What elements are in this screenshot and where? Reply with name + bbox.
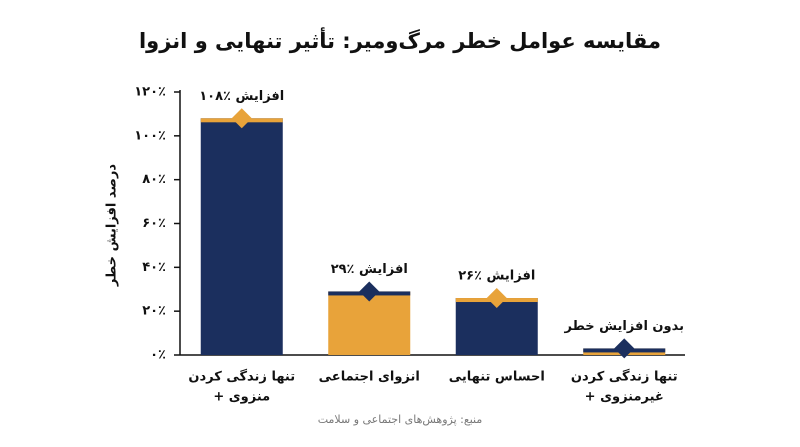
y-tick-label: ۸۰٪ xyxy=(142,172,166,187)
y-axis-label: درصد افزایش خطر xyxy=(105,164,120,287)
bar-marker xyxy=(359,281,380,302)
value-label: ۲۶٪ افزایش xyxy=(458,269,535,284)
x-tick-label: احساس تنهایی xyxy=(449,370,545,385)
value-label: ۲۹٪ افزایش xyxy=(331,262,408,277)
bar-marker xyxy=(486,288,507,309)
y-tick-label: ۶۰٪ xyxy=(142,216,166,231)
bar-marker xyxy=(231,108,252,129)
bar xyxy=(200,118,283,355)
y-tick-label: ۰٪ xyxy=(150,348,166,363)
value-label: بدون افزایش خطر xyxy=(563,319,684,334)
bar-marker xyxy=(614,338,635,359)
y-tick-label: ۲۰٪ xyxy=(142,304,166,319)
y-tick-label: ۴۰٪ xyxy=(142,260,166,275)
source: منبع: پژوهش‌های اجتماعی و سلامت xyxy=(318,413,483,426)
x-tick-label: تنها زندگی کردن xyxy=(571,369,678,385)
y-tick-label: ۱۰۰٪ xyxy=(134,128,166,143)
value-label: ۱۰۸٪ افزایش xyxy=(199,89,284,104)
x-tick-label: + غیرمنزوی xyxy=(585,390,664,405)
bar xyxy=(328,291,411,355)
x-tick-label: تنها زندگی کردن xyxy=(188,369,295,385)
chart-title: مقایسه عوامل خطر مرگ‌ومیر: تأثیر تنهایی … xyxy=(139,26,661,53)
y-tick-label: ۱۲۰٪ xyxy=(134,85,166,100)
x-tick-label: انزوای اجتماعی xyxy=(319,370,420,385)
x-tick-label: + منزوی xyxy=(213,390,270,405)
